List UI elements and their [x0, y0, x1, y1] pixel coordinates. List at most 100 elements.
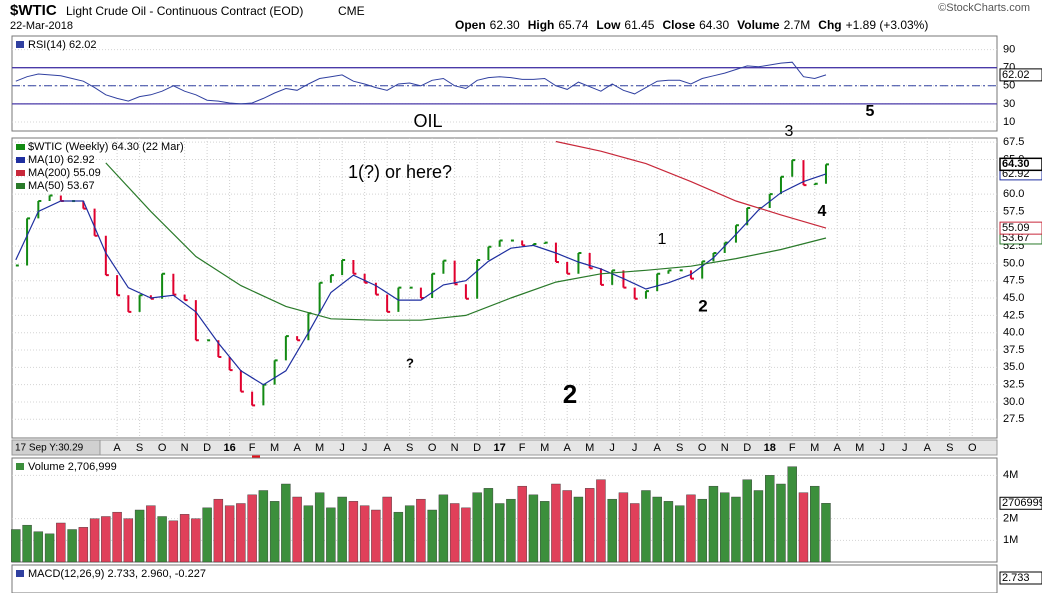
price-bar [26, 217, 31, 266]
volume-bar [697, 498, 707, 563]
price-bar [116, 275, 121, 297]
annotation: 5 [866, 103, 875, 120]
price-bar [127, 295, 132, 313]
annotation: 4 [818, 203, 827, 220]
volume-bar [303, 505, 314, 563]
price-bar [464, 284, 469, 300]
x-tick-label: O [698, 442, 707, 454]
volume-bar [810, 485, 820, 563]
price-bar [138, 294, 143, 312]
volume-bar [562, 490, 572, 563]
y-tick-label: 35.0 [1003, 361, 1024, 373]
x-tick-label: A [113, 442, 121, 454]
volume-bar [483, 488, 494, 563]
price-bar [779, 175, 784, 195]
price-bar [453, 260, 458, 286]
volume-bar [607, 498, 617, 563]
x-tick-label: J [339, 442, 345, 454]
line-series [15, 61, 827, 105]
volume-bar [427, 509, 437, 563]
x-tick-label: M [585, 442, 594, 454]
volume-bar [551, 483, 561, 563]
volume-bar [134, 509, 145, 563]
x-tick-label: A [564, 442, 572, 454]
annotation: 3 [785, 123, 794, 140]
annotation: ? [406, 355, 414, 370]
copyright: ©StockCharts.com [938, 2, 1030, 14]
value-box [999, 571, 1042, 585]
price-bar [521, 240, 526, 247]
x-tick-label: M [810, 442, 819, 454]
volume-bar [326, 507, 336, 563]
price-bar [543, 241, 548, 245]
price-bar [386, 294, 391, 313]
quote-value: +1.89 (+3.03%) [846, 18, 929, 32]
x-tick-label: A [383, 442, 391, 454]
volume-bar [44, 533, 55, 563]
price-bar [498, 239, 503, 247]
annotation: 2 [698, 296, 707, 315]
y-tick-label: 2M [1003, 513, 1018, 525]
volume-bar [686, 494, 696, 563]
x-tick-label: N [721, 442, 729, 454]
x-tick-label: S [406, 442, 413, 454]
price-bar [802, 160, 807, 187]
panel-frame [11, 35, 998, 132]
volume-bar [776, 483, 786, 563]
price-bar [352, 259, 357, 275]
price-bar [363, 273, 368, 284]
y-tick-label: 47.5 [1003, 275, 1024, 287]
panel-title: MACD(12,26,9) 2.733, 2.960, -0.227 [28, 568, 206, 580]
volume-bar [224, 505, 235, 563]
annotation: OIL [413, 111, 442, 131]
volume-bar [168, 520, 179, 563]
y-tick-label: 67.5 [1003, 136, 1024, 148]
moving-average [105, 162, 827, 321]
price-bar [329, 274, 334, 283]
price-bar [183, 294, 188, 302]
volume-bar [596, 479, 606, 563]
volume-bar [742, 479, 752, 563]
volume-bar [393, 511, 404, 563]
volume-bar [416, 498, 426, 563]
volume-bar [787, 466, 797, 563]
volume-bar [191, 518, 201, 563]
volume-bar [528, 494, 539, 563]
value-box-label: 62.02 [1002, 69, 1030, 81]
price-bar [431, 272, 436, 299]
quote-value: 64.30 [699, 18, 729, 32]
x-tick-label: F [789, 442, 796, 454]
x-tick-label: 18 [764, 442, 776, 454]
legend-entry: $WTIC (Weekly) 64.30 (22 Mar) [28, 141, 184, 153]
volume-bar [731, 496, 741, 563]
x-tick-label: J [902, 442, 908, 454]
value-box-label: 53.67 [1002, 232, 1030, 244]
x-tick-label: N [181, 442, 189, 454]
price-bar [318, 281, 323, 314]
quote-value: 62.30 [490, 18, 520, 32]
y-tick-label: 4M [1003, 469, 1018, 481]
volume-bar [157, 516, 167, 563]
volume-bar [371, 509, 381, 563]
volume-bar [765, 475, 775, 563]
price-bar [566, 262, 571, 275]
price-bar [104, 235, 109, 277]
price-bar [554, 242, 559, 264]
price-bar [374, 282, 379, 296]
panel-title-icon [16, 463, 24, 470]
date: 22-Mar-2018 [10, 20, 73, 32]
volume-bar [247, 494, 257, 563]
price-bar [341, 258, 346, 276]
price-bar [487, 245, 492, 260]
y-tick-label: 10 [1003, 116, 1015, 128]
volume-bar [629, 503, 640, 563]
price-bar [633, 287, 638, 300]
price-bar [161, 272, 166, 299]
price-bar [476, 258, 481, 299]
y-tick-label: 42.5 [1003, 309, 1024, 321]
x-tick-label: O [968, 442, 977, 454]
quote-value: 61.45 [624, 18, 654, 32]
y-tick-label: 30 [1003, 98, 1015, 110]
volume-bar [359, 505, 370, 563]
x-tick-label: D [743, 442, 751, 454]
